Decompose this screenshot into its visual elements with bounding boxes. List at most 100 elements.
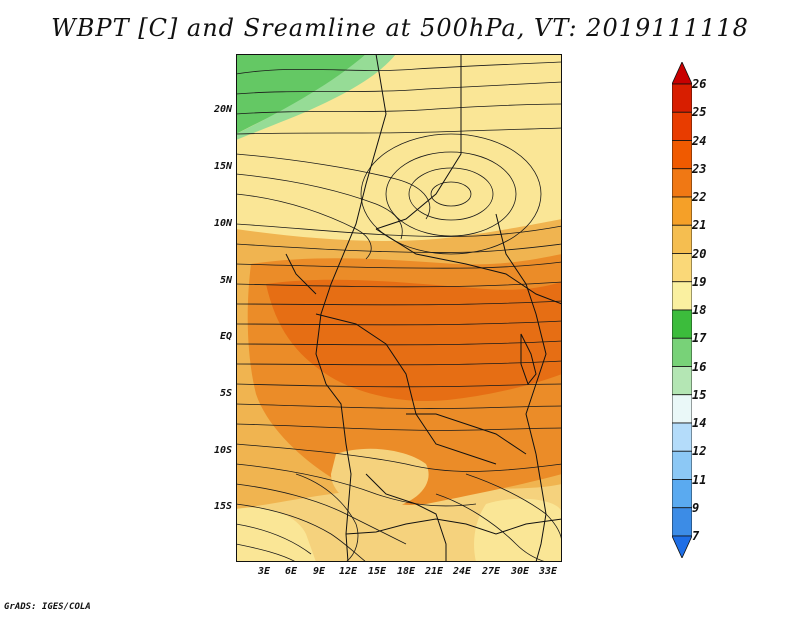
streamline (236, 320, 562, 326)
streamline-vortex (430, 181, 472, 207)
streamline (236, 443, 562, 472)
colorbar-top-arrow (672, 62, 692, 85)
colorbar-segment (672, 83, 692, 113)
border (375, 228, 562, 305)
streamline (236, 223, 562, 237)
lon-label-12e: 12E (338, 566, 358, 577)
field-southeast-light (474, 498, 562, 562)
border (315, 313, 497, 465)
streamline (236, 61, 562, 75)
streamline (236, 543, 297, 562)
streamline (236, 523, 312, 555)
field-green (236, 54, 366, 134)
colorbar-label: 21 (692, 218, 707, 233)
streamline (236, 403, 562, 409)
streamline (435, 493, 547, 562)
colorbar (672, 62, 692, 558)
lon-label-9e: 9E (312, 566, 326, 577)
colorbar-label: 9 (692, 500, 700, 515)
colorbar-segment (672, 253, 692, 283)
streamlines (236, 61, 562, 562)
colorbar-label: 7 (692, 529, 700, 543)
lon-label-3e: 3E (257, 566, 271, 577)
grads-credit: GrADS: IGES/COLA (4, 602, 91, 612)
colorbar-label: 11 (692, 472, 707, 487)
colorbar-label: 16 (692, 359, 707, 374)
lon-label-21e: 21E (424, 566, 444, 577)
streamline-vortex (385, 151, 517, 237)
colorbar-segment (672, 394, 692, 424)
streamline (236, 173, 403, 240)
colorbar-label: 12 (692, 444, 707, 459)
lon-label-27e: 27E (481, 566, 501, 577)
chart-title: WBPT [C] and Sreamline at 500hPa, VT: 20… (51, 14, 749, 42)
colorbar-segment (672, 366, 692, 396)
colorbar-label: 26 (692, 77, 707, 91)
streamline-vortex (408, 167, 494, 221)
colorbar-label: 24 (692, 133, 707, 148)
colorbar-segment (672, 281, 692, 311)
streamline (236, 503, 367, 562)
colorbar-label: 20 (692, 246, 707, 261)
map-svg (236, 54, 562, 562)
border (285, 253, 317, 295)
lat-label-20n: 20N (213, 104, 232, 115)
streamline (236, 340, 562, 346)
lon-label-24e: 24E (452, 566, 472, 577)
border (345, 518, 562, 535)
lake (520, 333, 537, 386)
lon-label-6e: 6E (284, 566, 298, 577)
colorbar-label: 25 (692, 105, 707, 120)
colorbar-label: 22 (692, 190, 707, 204)
colorbar-segment (672, 224, 692, 254)
streamline (236, 193, 372, 260)
colorbar-bottom-arrow (672, 535, 692, 558)
lat-label-eq: EQ (219, 331, 232, 342)
colorbar-label: 18 (692, 303, 707, 317)
field-green-light (236, 54, 396, 140)
lat-label-15s: 15S (213, 501, 232, 512)
colorbar-label: 17 (692, 331, 707, 346)
colorbar-segment (672, 479, 692, 509)
coastline (315, 54, 387, 562)
border (365, 473, 447, 562)
border (375, 54, 462, 230)
streamline (236, 360, 562, 366)
map-panel (236, 54, 562, 562)
streamline (236, 81, 562, 95)
field-dark-orange (266, 279, 562, 402)
country-boundaries (285, 54, 562, 562)
lat-label-5s: 5S (219, 388, 232, 399)
streamline-vortex (360, 133, 542, 255)
streamline (236, 483, 407, 545)
streamline (236, 300, 562, 306)
lat-label-10n: 10N (213, 218, 232, 229)
lon-label-33e: 33E (538, 566, 558, 577)
streamline (236, 103, 562, 115)
colorbar-label: 14 (692, 416, 707, 430)
colorbar-segment (672, 140, 692, 170)
colorbar-segment (672, 507, 692, 537)
colorbar-segment (672, 196, 692, 226)
border (406, 413, 527, 455)
lat-label-5n: 5N (219, 275, 232, 286)
streamline (295, 473, 359, 562)
colorbar-segment (672, 111, 692, 141)
colorbar-segment (672, 422, 692, 452)
streamline (236, 261, 562, 269)
lon-label-15e: 15E (367, 566, 387, 577)
streamline (236, 127, 562, 135)
streamline (236, 423, 562, 431)
lon-label-30e: 30E (510, 566, 530, 577)
colorbar-label: 19 (692, 274, 707, 289)
lat-label-10s: 10S (213, 445, 232, 456)
lat-label-15n: 15N (213, 161, 232, 172)
streamline (236, 153, 431, 220)
colorbar-segment (672, 450, 692, 480)
colorbar-segment (672, 337, 692, 367)
streamline (236, 281, 562, 288)
colorbar-segment (672, 309, 692, 339)
lon-label-18e: 18E (396, 566, 416, 577)
colorbar-label: 23 (692, 161, 707, 176)
streamline (236, 243, 562, 253)
